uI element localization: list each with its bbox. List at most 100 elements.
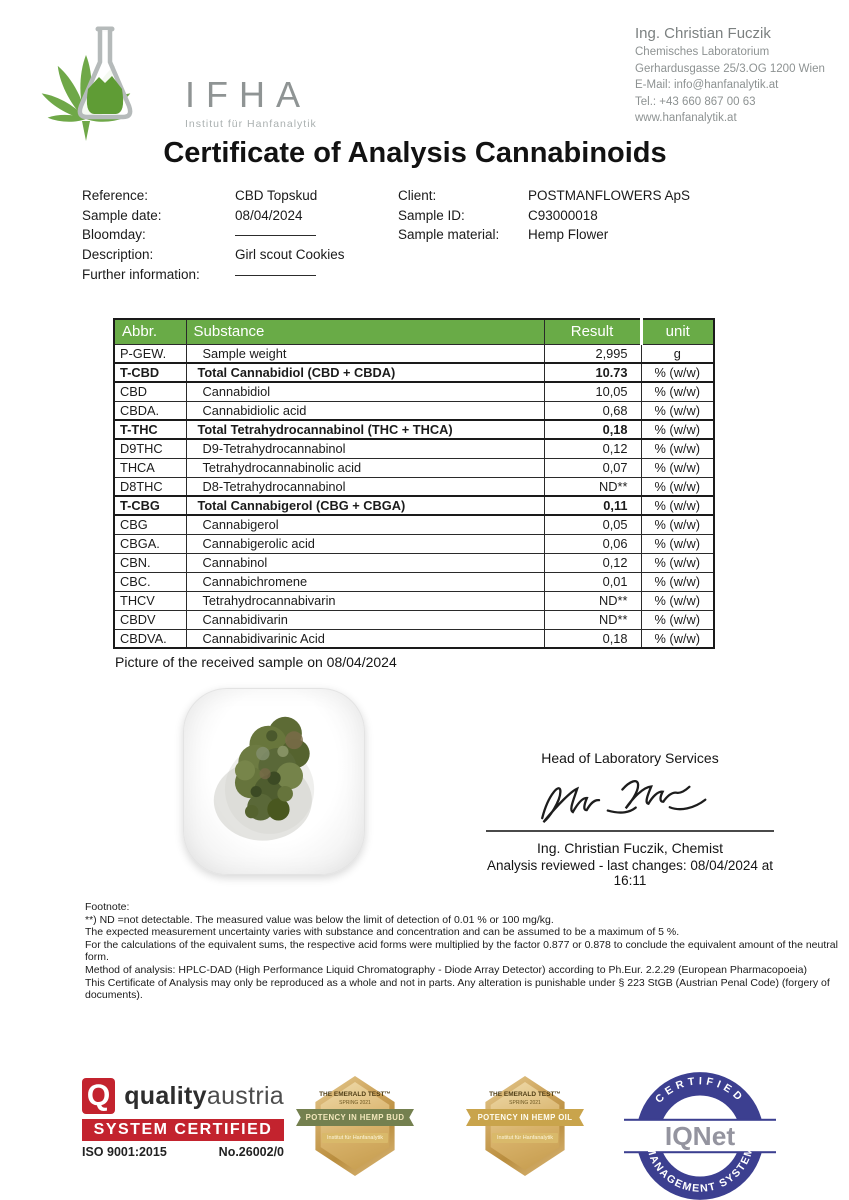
- qa-iso-number: ISO 9001:2015: [82, 1145, 167, 1159]
- abbr-cell: CBN.: [113, 552, 187, 573]
- abbr-cell: T-CBG: [113, 495, 187, 516]
- review-statement: Analysis reviewed - last changes: 08/04/…: [487, 858, 773, 873]
- review-time: 16:11: [613, 873, 647, 888]
- unit-cell: % (w/w): [640, 609, 715, 630]
- sample-info-left: Reference: CBD Topskud Sample date: 08/0…: [82, 186, 345, 285]
- info-label: Sample material:: [398, 227, 500, 243]
- result-cell: 0,68: [543, 400, 642, 421]
- table-row: CBG Cannabigerol 0,05% (w/w): [113, 514, 715, 535]
- table-row: D9THC D9-Tetrahydrocannabinol 0,12% (w/w): [113, 438, 715, 459]
- result-cell: 2,995: [543, 343, 642, 364]
- result-cell: 0,07: [543, 457, 642, 478]
- result-cell: 0,05: [543, 514, 642, 535]
- substance-cell: Cannabinol: [185, 552, 545, 573]
- info-value: Hemp Flower: [528, 227, 609, 243]
- signature-image: [430, 768, 830, 830]
- table-row: P-GEW. Sample weight 2,995 g: [113, 343, 715, 364]
- table-row: CBDVA. Cannabidivarinic Acid 0,18% (w/w): [113, 628, 715, 649]
- table-row: CBN. Cannabinol 0,12% (w/w): [113, 552, 715, 573]
- info-label: Bloomday:: [82, 227, 146, 243]
- info-value: C93000018: [528, 207, 598, 223]
- info-label: Client:: [398, 188, 437, 203]
- abbr-cell: CBC.: [113, 571, 187, 592]
- abbr-cell: D9THC: [113, 438, 187, 459]
- contact-line: Chemisches Laboratorium: [635, 46, 770, 58]
- brand-subtitle: Institut für Hanfanalytik: [185, 118, 317, 130]
- unit-cell: % (w/w): [640, 514, 715, 535]
- badge-season: SPRING 2021: [339, 1100, 371, 1106]
- brand-name: IFHA: [185, 74, 312, 115]
- contact-email: E-Mail: info@hanfanalytik.at: [635, 79, 779, 91]
- signature-line: [486, 830, 774, 832]
- substance-cell: Cannabigerolic acid: [185, 533, 545, 554]
- abbr-cell: CBDA.: [113, 400, 187, 421]
- abbr-cell: CBDVA.: [113, 628, 187, 649]
- badge-issuer: Institut für Hanfanalytik: [492, 1133, 558, 1143]
- substance-cell: Cannabidivarin: [185, 609, 545, 630]
- result-cell: 0,12: [543, 552, 642, 573]
- document-title: Certificate of Analysis Cannabinoids: [163, 137, 667, 169]
- footnote-line: Method of analysis: HPLC-DAD (High Perfo…: [85, 963, 807, 976]
- result-cell: 0,06: [543, 533, 642, 554]
- result-cell: ND**: [543, 476, 642, 497]
- lab-contact-block: Ing. Christian Fuczik Chemisches Laborat…: [635, 24, 825, 127]
- substance-cell: Cannabidivarinic Acid: [185, 628, 545, 649]
- table-row: CBDA. Cannabidiolic acid 0,68% (w/w): [113, 400, 715, 421]
- result-cell: ND**: [543, 590, 642, 611]
- result-cell: 0,18: [543, 628, 642, 649]
- iqnet-center-text: IQNet: [665, 1121, 735, 1151]
- table-header-row: Abbr. Substance Result unit: [113, 318, 715, 345]
- result-cell: 0,01: [543, 571, 642, 592]
- table-row: D8THC D8-Tetrahydrocannabinol ND**% (w/w): [113, 476, 715, 497]
- abbr-cell: CBGA.: [113, 533, 187, 554]
- substance-cell: Cannabichromene: [185, 571, 545, 592]
- info-value: ——————: [235, 227, 316, 243]
- abbr-cell: P-GEW.: [113, 343, 187, 364]
- table-row: CBGA. Cannabigerolic acid 0,06% (w/w): [113, 533, 715, 554]
- table-row: CBC. Cannabichromene 0,01% (w/w): [113, 571, 715, 592]
- table-row: THCA Tetrahydrocannabinolic acid 0,07% (w/…: [113, 457, 715, 478]
- badge-ribbon: POTENCY IN HEMP OIL: [466, 1109, 584, 1126]
- unit-cell: % (w/w): [640, 533, 715, 554]
- info-label: Sample ID:: [398, 207, 465, 223]
- results-table: Abbr. Substance Result unit P-GEW. Sample…: [113, 318, 715, 649]
- info-value: CBD Topskud: [235, 188, 318, 203]
- contact-website: www.hanfanalytik.at: [635, 112, 737, 124]
- unit-cell: % (w/w): [640, 571, 715, 592]
- qa-cert-number: No.26002/0: [218, 1145, 284, 1159]
- table-row: CBD Cannabidiol 10,05% (w/w): [113, 381, 715, 402]
- col-header-abbr: Abbr.: [113, 318, 187, 345]
- badge-title: THE EMERALD TEST™: [489, 1091, 561, 1098]
- ifha-logo-icon: [30, 22, 180, 142]
- info-value: POSTMANFLOWERS ApS: [528, 188, 691, 203]
- badge-ribbon: POTENCY IN HEMP BUD: [296, 1109, 414, 1126]
- substance-cell: Total Tetrahydrocannabinol (THC + THCA): [185, 419, 545, 440]
- footnote-line: For the calculations of the equivalent s…: [85, 938, 838, 964]
- result-cell: ND**: [543, 609, 642, 630]
- info-label: Reference:: [82, 188, 149, 203]
- qa-system-certified-banner: SYSTEM CERTIFIED: [82, 1119, 284, 1141]
- unit-cell: % (w/w): [640, 419, 715, 440]
- table-row: CBDV Cannabidivarin ND**% (w/w): [113, 609, 715, 630]
- sample-info-right: Client: POSTMANFLOWERS ApS Sample ID: C9…: [398, 186, 690, 245]
- substance-cell: Tetrahydrocannabivarin: [185, 590, 545, 611]
- info-value: Girl scout Cookies: [235, 247, 345, 263]
- emerald-test-badge-bud: THE EMERALD TEST™ SPRING 2021 POTENCY IN…: [296, 1076, 414, 1176]
- ifha-logo-text: IFHA Institut für Hanfanalytik: [185, 74, 317, 131]
- iqnet-logo: CERTIFIED MANAGEMENT SYSTEM IQNet: [624, 1060, 776, 1200]
- result-cell: 0,12: [543, 438, 642, 459]
- qa-brand-light: austria: [206, 1081, 284, 1110]
- abbr-cell: THCV: [113, 590, 187, 611]
- info-label: Description:: [82, 247, 154, 263]
- abbr-cell: D8THC: [113, 476, 187, 497]
- col-header-result: Result: [543, 318, 642, 345]
- substance-cell: Cannabidiolic acid: [185, 400, 545, 421]
- info-label: Further information:: [82, 266, 200, 282]
- substance-cell: Total Cannabidiol (CBD + CBDA): [185, 362, 545, 383]
- substance-cell: D8-Tetrahydrocannabinol: [185, 476, 545, 497]
- footnote-line: The expected measurement uncertainty var…: [85, 926, 680, 939]
- badge-title: THE EMERALD TEST™: [319, 1091, 391, 1098]
- unit-cell: % (w/w): [640, 457, 715, 478]
- substance-cell: Tetrahydrocannabinolic acid: [185, 457, 545, 478]
